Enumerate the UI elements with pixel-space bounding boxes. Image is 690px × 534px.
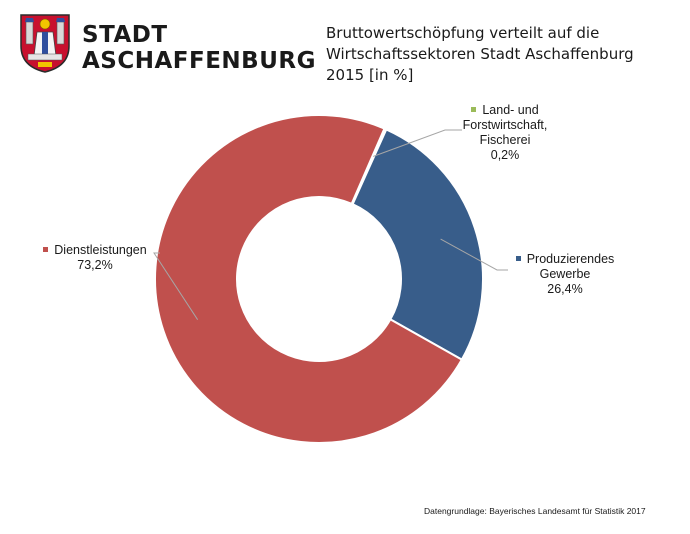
chart-title-line-1: Bruttowertschöpfung verteilt auf die (326, 24, 600, 42)
agriculture-name-1: Land- und (482, 103, 539, 117)
services-name-1: Dienstleistungen (54, 243, 147, 257)
agriculture-value: 0,2% (490, 148, 520, 162)
label-manufacturing: Produzierendes Gewerbe 26,4% (500, 252, 630, 297)
manufacturing-swatch (515, 256, 521, 262)
manufacturing-name-2: Gewerbe (539, 267, 591, 281)
agriculture-swatch (471, 107, 477, 113)
coat-of-arms-icon (20, 14, 70, 73)
leader-line-manufacturing (440, 238, 508, 271)
donut-slice-services (154, 114, 464, 444)
agriculture-name-2: Forstwirtschaft, (462, 118, 548, 132)
leader-line-services (153, 252, 199, 320)
leader-line-agriculture (373, 129, 462, 157)
city-logo-line1: STADT (82, 22, 168, 48)
chart-title-line-3: 2015 [in %] (326, 66, 414, 84)
label-services: Dienstleistungen 73,2% (30, 243, 160, 273)
manufacturing-name-1: Produzierendes (526, 252, 615, 266)
chart-title: Bruttowertschöpfung verteilt auf die Wir… (326, 23, 666, 86)
label-agriculture: Land- und Forstwirtschaft, Fischerei 0,2… (440, 103, 570, 163)
services-swatch (43, 247, 49, 253)
city-logo-text: STADT ASCHAFFENBURG (82, 22, 316, 74)
donut-slice-manufacturing (351, 128, 484, 362)
agriculture-name-3: Fischerei (479, 133, 531, 147)
chart-title-line-2: Wirtschaftssektoren Stadt Aschaffenburg (326, 45, 634, 63)
manufacturing-value: 26,4% (547, 282, 583, 296)
services-value: 73,2% (77, 258, 113, 272)
data-source-note: Datengrundlage: Bayerisches Landesamt fü… (424, 506, 646, 516)
city-logo-line2: ASCHAFFENBURG (82, 48, 316, 74)
